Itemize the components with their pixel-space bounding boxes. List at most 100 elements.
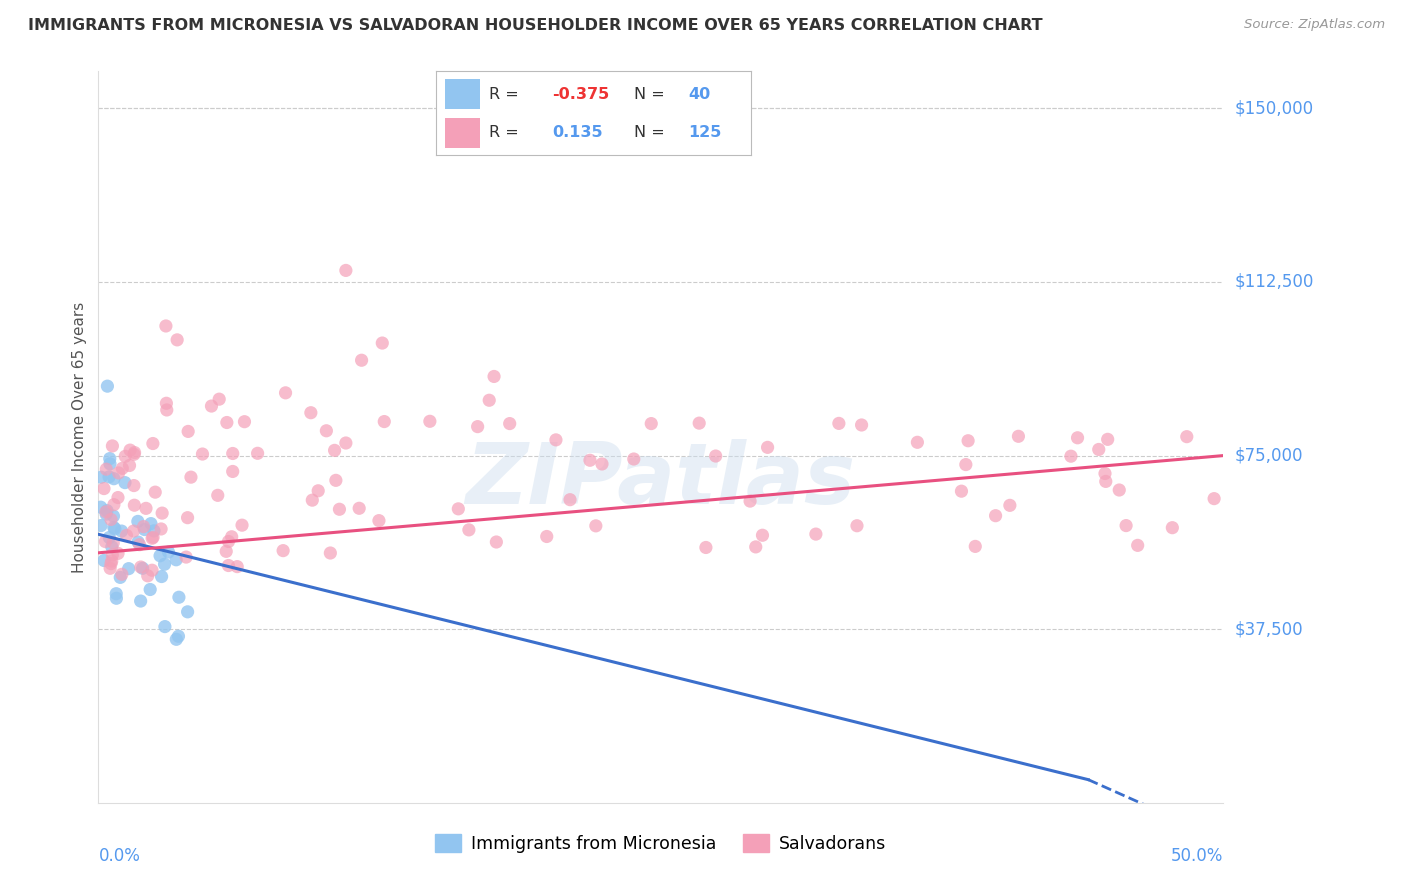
Point [156, 403, 179, 417]
Point [319, 546, 342, 560]
Y-axis label: Householder Income Over 65 years: Householder Income Over 65 years [72, 301, 87, 573]
Point [98, 451, 121, 466]
Legend: Immigrants from Micronesia, Salvadorans: Immigrants from Micronesia, Salvadorans [427, 827, 894, 860]
Point [828, 417, 851, 431]
Point [274, 385, 297, 400]
Point [105, 587, 128, 601]
Point [457, 523, 479, 537]
Point [98, 531, 121, 545]
Point [149, 549, 172, 563]
Point [215, 544, 238, 558]
Point [350, 353, 373, 368]
Text: Source: ZipAtlas.com: Source: ZipAtlas.com [1244, 18, 1385, 31]
Point [222, 446, 245, 460]
Point [756, 441, 779, 455]
Point [107, 491, 129, 505]
Point [98, 470, 121, 484]
Point [124, 445, 146, 459]
Point [94, 534, 117, 549]
Point [447, 501, 470, 516]
Point [1007, 429, 1029, 443]
Point [191, 447, 214, 461]
Point [177, 425, 200, 439]
Point [165, 553, 187, 567]
Point [1126, 538, 1149, 552]
Point [536, 529, 558, 543]
Point [122, 478, 145, 492]
Point [1204, 491, 1226, 506]
Point [704, 449, 727, 463]
Point [640, 417, 662, 431]
Point [155, 396, 177, 410]
Point [485, 535, 508, 549]
Point [90, 518, 112, 533]
Point [90, 470, 112, 484]
Point [139, 582, 162, 597]
Point [153, 619, 176, 633]
Point [688, 416, 710, 430]
Point [136, 569, 159, 583]
Point [623, 452, 645, 467]
Point [957, 434, 980, 448]
Point [218, 534, 240, 549]
Point [695, 541, 717, 555]
Point [905, 435, 928, 450]
Point [579, 453, 602, 467]
Point [226, 559, 249, 574]
Text: 50.0%: 50.0% [1171, 847, 1223, 864]
Point [111, 567, 134, 582]
Point [846, 518, 869, 533]
Point [347, 501, 370, 516]
Point [167, 629, 190, 643]
Point [165, 632, 187, 647]
Text: $150,000: $150,000 [1234, 99, 1313, 118]
Point [955, 458, 977, 472]
Point [166, 333, 188, 347]
Point [246, 446, 269, 460]
Point [1097, 433, 1119, 447]
Point [851, 417, 873, 432]
Point [368, 514, 391, 528]
Point [217, 558, 239, 573]
Point [1066, 431, 1088, 445]
Point [111, 461, 134, 475]
Point [371, 336, 394, 351]
Point [103, 498, 125, 512]
Point [101, 540, 124, 554]
Point [174, 550, 197, 565]
Point [323, 443, 346, 458]
Point [221, 530, 243, 544]
Point [104, 522, 127, 536]
Point [143, 485, 166, 500]
Text: $37,500: $37,500 [1234, 620, 1303, 638]
Point [467, 419, 489, 434]
Point [101, 548, 124, 562]
Point [965, 540, 987, 554]
Point [231, 518, 253, 533]
Point [142, 524, 165, 538]
Point [107, 546, 129, 560]
Point [98, 561, 121, 575]
Text: ZIPatlas: ZIPatlas [465, 440, 856, 523]
Point [114, 475, 136, 490]
Point [96, 462, 118, 476]
Point [315, 424, 337, 438]
Point [1060, 449, 1083, 463]
Point [114, 450, 136, 464]
Point [328, 502, 350, 516]
Point [135, 501, 157, 516]
Text: IMMIGRANTS FROM MICRONESIA VS SALVADORAN HOUSEHOLDER INCOME OVER 65 YEARS CORREL: IMMIGRANTS FROM MICRONESIA VS SALVADORAN… [28, 18, 1043, 33]
Point [751, 528, 773, 542]
Point [141, 563, 163, 577]
Point [141, 531, 163, 545]
Point [499, 417, 522, 431]
Point [93, 553, 115, 567]
Point [155, 318, 177, 333]
Point [142, 530, 165, 544]
Point [110, 524, 132, 538]
Point [591, 457, 613, 471]
Point [419, 414, 441, 428]
Point [1087, 442, 1109, 457]
Point [150, 522, 173, 536]
Point [176, 605, 198, 619]
